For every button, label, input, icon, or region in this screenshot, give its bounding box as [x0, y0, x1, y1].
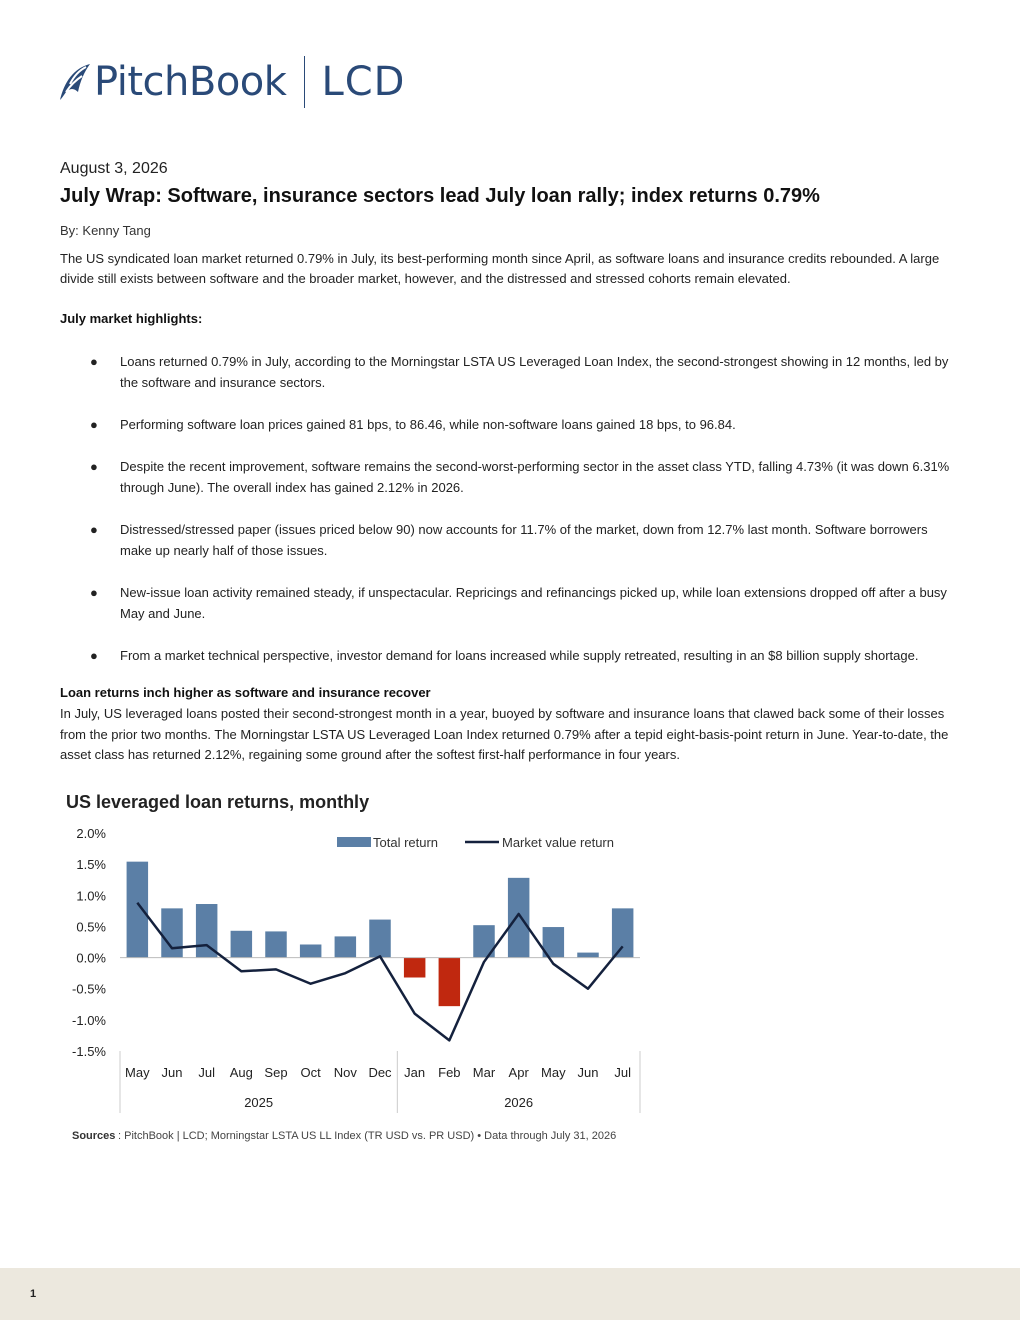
line-series — [136, 902, 624, 1042]
bullet-icon: ● — [90, 585, 98, 600]
y-tick-label: 1.5% — [76, 857, 106, 872]
article-title: July Wrap: Software, insurance sectors l… — [60, 185, 820, 207]
y-tick-label: 1.0% — [76, 888, 106, 903]
pitchbook-leaf-icon — [60, 64, 90, 100]
highlight-text: Despite the recent improvement, software… — [120, 459, 950, 495]
bar-total-return — [369, 919, 391, 958]
highlight-text: Loans returned 0.79% in July, according … — [120, 354, 949, 390]
highlight-text: From a market technical perspective, inv… — [120, 648, 919, 663]
x-tick-label: Apr — [509, 1065, 530, 1080]
y-tick-label: -0.5% — [72, 982, 106, 997]
source-label: Sources — [72, 1130, 115, 1142]
brand-name: PitchBook — [94, 59, 287, 105]
highlights-list: ● Loans returned 0.79% in July, according… — [60, 351, 960, 687]
x-tick-label: Sep — [264, 1065, 287, 1080]
bar-total-return — [126, 861, 149, 958]
bar-total-return — [334, 936, 357, 958]
brand-logo: PitchBook LCD — [56, 55, 405, 109]
bar-total-return — [299, 944, 322, 958]
x-tick-label: Mar — [473, 1065, 496, 1080]
bullet-icon: ● — [90, 522, 98, 537]
article-date: August 3, 2026 — [60, 160, 168, 177]
brand-product: LCD — [321, 59, 406, 105]
highlight-item: ● Distressed/stressed paper (issues price… — [60, 519, 960, 561]
legend-swatch-total-return — [337, 837, 371, 847]
x-tick-label: Jan — [404, 1065, 425, 1080]
bar-total-return — [403, 957, 426, 978]
y-tick-label: 0.0% — [76, 951, 106, 966]
x-axis: May Jun Jul Aug Sep Oct Nov Dec Jan Feb Mar Apr May J… — [119, 1051, 641, 1113]
x-tick-label: May — [541, 1065, 566, 1080]
section-body: In July, US leveraged loans posted their… — [60, 706, 949, 762]
highlight-item: ● Performing software loan prices gained … — [60, 414, 960, 435]
returns-chart: US leveraged loan returns, monthly Total… — [60, 785, 650, 1155]
y-tick-label: 2.0% — [76, 826, 106, 841]
highlight-text: Performing software loan prices gained 8… — [120, 417, 736, 432]
legend-label-market-value: Market value return — [502, 835, 614, 850]
highlight-text: Distressed/stressed paper (issues priced… — [120, 522, 928, 558]
y-tick-label: 0.5% — [76, 919, 106, 934]
x-tick-label: Jun — [578, 1065, 599, 1080]
highlight-text: New-issue loan activity remained steady,… — [120, 585, 947, 621]
x-tick-label: Dec — [368, 1065, 392, 1080]
x-tick-label: Feb — [438, 1065, 460, 1080]
bullet-icon: ● — [90, 459, 98, 474]
bar-total-return — [195, 904, 218, 958]
returns-chart-svg: US leveraged loan returns, monthly Total… — [66, 792, 641, 1142]
bar-series — [126, 861, 634, 1007]
chart-legend: Total return Market value return — [337, 835, 614, 850]
article-intro: The US syndicated loan market returned 0… — [60, 251, 940, 286]
y-tick-label: -1.0% — [72, 1013, 106, 1028]
x-tick-label: May — [125, 1065, 150, 1080]
x-group-label: 2026 — [504, 1095, 533, 1110]
source-text: : PitchBook | LCD; Morningstar LSTA US L… — [118, 1130, 616, 1142]
x-tick-label: Nov — [334, 1065, 358, 1080]
x-tick-label: Jul — [198, 1065, 215, 1080]
bar-total-return — [611, 908, 634, 958]
footer-band — [0, 1268, 1020, 1320]
bar-total-return — [473, 925, 495, 958]
chart-title: US leveraged loan returns, monthly — [66, 792, 369, 812]
bar-total-return — [230, 930, 253, 958]
page-number: 1 — [30, 1288, 37, 1300]
section-heading: Loan returns inch higher as software and… — [60, 685, 431, 700]
bullet-icon: ● — [90, 417, 98, 432]
bar-total-return — [542, 927, 565, 958]
x-tick-label: Jun — [162, 1065, 183, 1080]
bar-total-return — [577, 952, 599, 958]
highlight-item: ● Despite the recent improvement, softwar… — [60, 456, 960, 498]
y-tick-label: -1.5% — [72, 1044, 106, 1059]
bar-total-return — [265, 931, 287, 958]
highlight-item: ● Loans returned 0.79% in July, according… — [60, 351, 960, 393]
bar-total-return — [438, 957, 461, 1007]
x-tick-label: Aug — [230, 1065, 253, 1080]
x-group-label: 2025 — [244, 1095, 273, 1110]
x-tick-label: Oct — [301, 1065, 322, 1080]
bullet-icon: ● — [90, 354, 98, 369]
legend-label-total-return: Total return — [373, 835, 438, 850]
highlights-heading: July market highlights: — [60, 311, 203, 326]
x-tick-label: Jul — [614, 1065, 631, 1080]
bar-total-return — [507, 877, 530, 958]
bar-total-return — [161, 908, 183, 958]
bullet-icon: ● — [90, 648, 98, 663]
highlight-item: ● New-issue loan activity remained steady… — [60, 582, 960, 624]
y-axis: 2.0% 1.5% 1.0% 0.5% 0.0% -0.5% -1.0% -1.5% — [72, 826, 106, 1059]
highlight-item: ● From a market technical perspective, in… — [60, 645, 960, 666]
article-byline: By: Kenny Tang — [60, 223, 151, 238]
logo-divider — [304, 56, 306, 108]
